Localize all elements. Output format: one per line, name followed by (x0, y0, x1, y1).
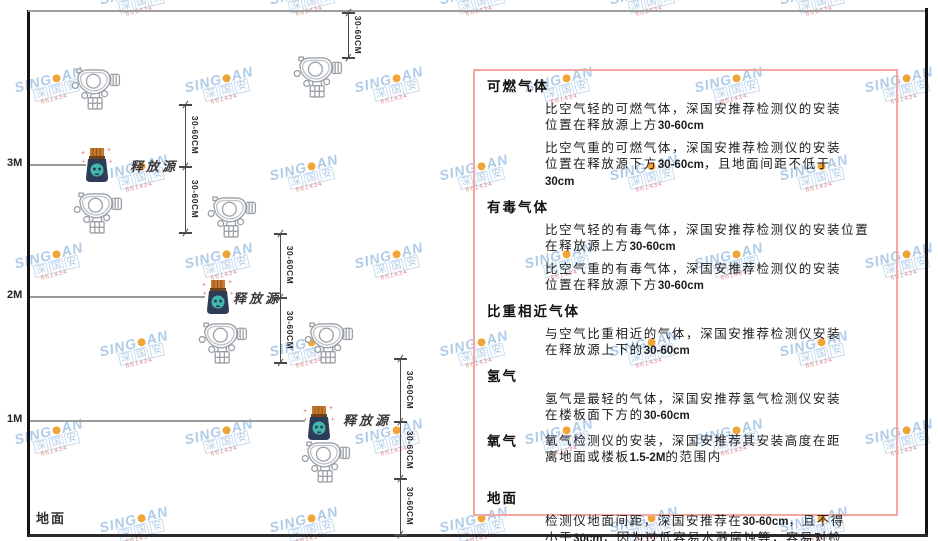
paragraph-line: 比空气轻的可燃气体，深国安推荐检测仪的安装 (545, 102, 842, 116)
section-paragraph: 比空气轻的可燃气体，深国安推荐检测仪的安装 位置在释放源上方30-60cm (475, 101, 896, 134)
left-wall-line (27, 10, 30, 537)
section-paragraph: 比空气重的有毒气体，深国安推荐检测仪的安装 位置在释放源下方30-60cm (475, 261, 896, 294)
release-source-label: 释放源 (130, 159, 179, 174)
level-line-3m (30, 164, 86, 166)
level-label-3m: 3M (7, 157, 23, 169)
level-label-2m: 2M (7, 289, 23, 301)
section-paragraph: 氢气是最轻的气体，深国安推荐氢气检测仪安装 在楼板面下方的30-60cm (475, 391, 896, 424)
gas-detector-3 (72, 190, 124, 236)
panel-section-1: 可燃气体比空气轻的可燃气体，深国安推荐检测仪的安装 位置在释放源上方30-60cm… (475, 78, 896, 190)
floor-line (28, 534, 928, 537)
svg-text:+: + (82, 159, 86, 165)
gas-detector-icon (301, 441, 351, 483)
svg-text:+: + (230, 291, 234, 297)
paragraph-line: 比空气重的有毒气体，深国安推荐检测仪的安装 (545, 262, 842, 276)
svg-text:+: + (304, 417, 308, 423)
paragraph-line: 在释放源上下的30-60cm (545, 343, 690, 357)
dimension-line-2 (185, 104, 186, 232)
gas-detector-7 (300, 439, 352, 485)
svg-text:+: + (203, 291, 207, 297)
gas-detector-1 (70, 66, 122, 112)
release-source-2: + + + + (201, 278, 235, 318)
paragraph-line: 30cm (545, 176, 575, 188)
panel-section-3: 比重相近气体与空气比重相近的气体，深国安推荐检测仪安装 在释放源上下的30-60c… (475, 303, 896, 359)
section-title: 地面 (487, 491, 518, 506)
paragraph-line: 离地面或楼板1.5-2M的范围内 (545, 450, 722, 464)
release-source-1: + + + + (80, 146, 114, 186)
section-title: 有毒气体 (487, 200, 549, 215)
panel-section-6: 地面检测仪地面间距，深国安推荐在30-60cm，且不得小于30cm，因为过低容易… (475, 490, 896, 541)
gas-detector-6 (303, 320, 355, 366)
gas-detector-icon (198, 322, 248, 364)
paragraph-line: 在释放源上方30-60cm (545, 239, 676, 253)
paragraph-line: 小于30cm，因为过低容易水溅腐蚀等，容易对检 (545, 531, 843, 541)
release-source-label: 释放源 (343, 413, 392, 428)
paragraph-line: 位置在释放源下方30-60cm (545, 278, 704, 292)
svg-text:+: + (202, 281, 206, 289)
paragraph-line: 氢气是最轻的气体，深国安推荐氢气检测仪安装 (545, 392, 842, 406)
dimension-label: 30-60CM (405, 486, 415, 526)
ceiling-line (28, 10, 927, 12)
svg-text:+: + (81, 149, 85, 157)
paragraph-line: 比空气重的可燃气体，深国安推荐检测仪的安装 (545, 141, 842, 155)
paragraph-line: 比空气轻的有毒气体，深国安推荐检测仪的安装位置 (545, 223, 870, 237)
release-source-icon: + + + + (81, 146, 113, 182)
section-paragraph: 氧气检测仪的安装，深国安推荐其安装高度在距 离地面或楼板1.5-2M的范围内 (475, 433, 896, 466)
release-source-label: 释放源 (233, 291, 282, 306)
gas-detector-4 (206, 194, 258, 240)
svg-text:+: + (228, 278, 232, 286)
release-source-icon: + + + + (202, 278, 234, 314)
release-source-icon: + + + + (303, 404, 335, 440)
svg-text:+: + (331, 417, 335, 423)
svg-text:+: + (109, 159, 113, 165)
guidelines-panel: 可燃气体比空气轻的可燃气体，深国安推荐检测仪的安装 位置在释放源上方30-60cm… (473, 69, 898, 541)
gas-detector-icon (293, 56, 343, 98)
svg-text:+: + (107, 146, 111, 154)
panel-section-5: 氧气 氧气检测仪的安装，深国安推荐其安装高度在距 离地面或楼板1.5-2M的范围内 (475, 433, 896, 466)
release-source-3: + + + + (302, 404, 336, 444)
section-paragraph: 检测仪地面间距，深国安推荐在30-60cm，且不得小于30cm，因为过低容易水溅… (475, 513, 896, 541)
dimension-line-4 (400, 358, 401, 534)
dimension-label: 30-60CM (405, 430, 415, 469)
dimension-label: 30-60CM (190, 115, 200, 155)
paragraph-line: 检测仪地面间距，深国安推荐在30-60cm，且不得 (545, 514, 845, 528)
level-line-1m (30, 420, 305, 422)
svg-text:+: + (303, 407, 307, 415)
paragraph-line: 位置在释放源下方30-60cm，且地面间距不低于 (545, 157, 831, 171)
paragraph-line: 与空气比重相近的气体，深国安推荐检测仪安装 (545, 327, 842, 341)
svg-text:+: + (329, 404, 333, 412)
gas-detector-icon (207, 196, 257, 238)
gas-detector-5 (197, 320, 249, 366)
paragraph-line: 氧气检测仪的安装，深国安推荐其安装高度在距 (545, 434, 842, 448)
right-wall-line (925, 8, 928, 537)
dimension-label: 30-60CM (190, 179, 200, 219)
paragraph-line: 位置在释放源上方30-60cm (545, 118, 704, 132)
panel-section-2: 有毒气体比空气轻的有毒气体，深国安推荐检测仪的安装位置 在释放源上方30-60cm… (475, 199, 896, 294)
dimension-label: 30-60CM (285, 310, 295, 349)
gas-detector-icon (304, 322, 354, 364)
gas-detector-icon (71, 68, 121, 110)
dimension-line-1 (348, 12, 349, 57)
section-paragraph: 比空气重的可燃气体，深国安推荐检测仪的安装 位置在释放源下方30-60cm，且地面… (475, 140, 896, 190)
section-paragraph: 与空气比重相近的气体，深国安推荐检测仪安装 在释放源上下的30-60cm (475, 326, 896, 359)
section-title: 氧气 (487, 434, 518, 449)
level-line-2m (30, 296, 205, 298)
paragraph-line: 在楼板面下方的30-60cm (545, 408, 690, 422)
level-label-1m: 1M (7, 413, 23, 425)
gas-detector-icon (73, 192, 123, 234)
section-title: 比重相近气体 (487, 304, 580, 319)
gas-detector-2 (292, 54, 344, 100)
section-paragraph: 比空气轻的有毒气体，深国安推荐检测仪的安装位置 在释放源上方30-60cm (475, 222, 896, 255)
dimension-label: 30-60CM (405, 370, 415, 409)
floor-label: 地面 (36, 511, 67, 526)
section-title: 氢气 (487, 369, 518, 384)
dimension-label: 30-60CM (353, 15, 363, 54)
dimension-label: 30-60CM (285, 245, 295, 285)
section-title: 可燃气体 (487, 79, 549, 94)
panel-section-4: 氢气氢气是最轻的气体，深国安推荐氢气检测仪安装 在楼板面下方的30-60cm (475, 368, 896, 424)
